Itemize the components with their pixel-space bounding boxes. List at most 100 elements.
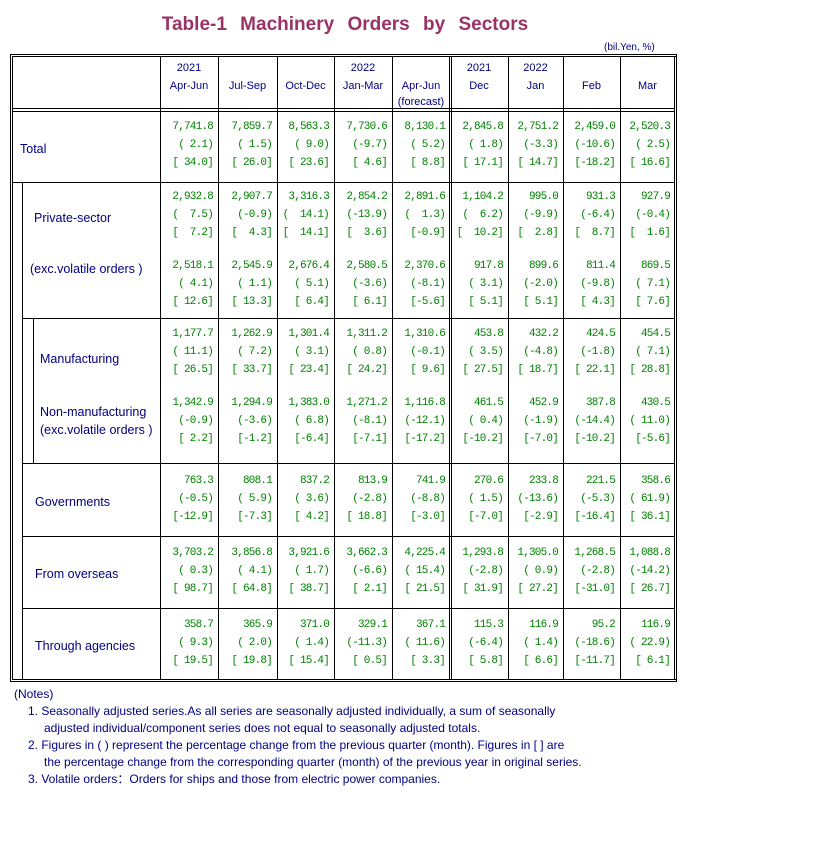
yoy-cell: [ 31.9]: [462, 583, 503, 595]
yoy-cell: [ 8.7]: [574, 227, 615, 239]
change-cell: ( 7.2): [237, 346, 273, 358]
value-cell: 917.8: [473, 260, 504, 272]
row-label: Total: [20, 142, 47, 156]
value-cell: 2,845.8: [462, 121, 503, 133]
yoy-cell: [ 27.2]: [517, 583, 558, 595]
value-cell: 424.5: [585, 328, 616, 340]
yoy-cell: [ 21.5]: [404, 583, 445, 595]
value-cell: 432.2: [528, 328, 559, 340]
change-cell: (-13.9): [346, 209, 387, 221]
yoy-cell: [ 34.0]: [172, 157, 213, 169]
yoy-cell: [-7.0]: [523, 433, 559, 445]
yoy-cell: [ 7.6]: [635, 296, 671, 308]
column-year: 2022: [350, 62, 376, 74]
change-cell: (-8.8): [410, 493, 446, 505]
note-3: 3. Volatile orders：Orders for ships and …: [28, 772, 441, 786]
change-cell: (-4.8): [523, 346, 559, 358]
value-cell: 371.0: [299, 619, 330, 631]
value-cell: 452.9: [528, 397, 559, 409]
column-divider: [451, 56, 452, 680]
yoy-cell: [ 19.5]: [172, 655, 213, 667]
change-cell: (-2.8): [468, 565, 504, 577]
change-cell: (-18.6): [574, 637, 615, 649]
yoy-cell: [-0.9]: [410, 227, 446, 239]
value-cell: 329.1: [357, 619, 388, 631]
change-cell: ( 11.1): [172, 346, 213, 358]
note-1-cont: adjusted individual/component series doe…: [44, 721, 481, 735]
value-cell: 115.3: [473, 619, 504, 631]
change-cell: ( 1.4): [294, 637, 330, 649]
yoy-cell: [ 1.6]: [629, 227, 670, 239]
value-cell: 2,520.3: [629, 121, 670, 133]
value-cell: 1,342.9: [172, 397, 213, 409]
yoy-cell: [-17.2]: [404, 433, 445, 445]
value-cell: 1,177.7: [172, 328, 213, 340]
change-cell: (-6.6): [352, 565, 388, 577]
value-cell: 811.4: [585, 260, 616, 272]
yoy-cell: [ 13.3]: [231, 296, 272, 308]
yoy-cell: [ 23.4]: [288, 364, 329, 376]
yoy-cell: [ 14.1]: [282, 227, 330, 239]
value-cell: 461.5: [473, 397, 504, 409]
column-period: Apr-Jun: [401, 80, 441, 92]
yoy-cell: [ 15.4]: [288, 655, 329, 667]
value-cell: 2,932.8: [172, 191, 213, 203]
value-cell: 1,301.4: [288, 328, 329, 340]
change-cell: (-2.0): [523, 278, 559, 290]
row-divider: [12, 182, 674, 183]
page-title: Table-1 Machinery Orders by Sectors: [161, 14, 529, 35]
value-cell: 3,703.2: [172, 547, 213, 559]
yoy-cell: [ 2.1]: [352, 583, 388, 595]
value-cell: 3,316.3: [288, 191, 329, 203]
column-year: 2021: [466, 62, 492, 74]
yoy-cell: [-5.6]: [410, 296, 446, 308]
yoy-cell: [ 0.5]: [352, 655, 388, 667]
value-cell: 2,891.6: [404, 191, 445, 203]
change-cell: ( 3.6): [294, 493, 330, 505]
value-cell: 116.9: [528, 619, 559, 631]
value-cell: 8,563.3: [288, 121, 329, 133]
column-period: Apr-Jun: [169, 80, 209, 92]
row-divider: [22, 536, 674, 537]
column-period: Jan-Mar: [342, 80, 384, 92]
change-cell: ( 3.5): [468, 346, 504, 358]
change-cell: ( 5.9): [237, 493, 273, 505]
yoy-cell: [ 36.1]: [629, 511, 670, 523]
change-cell: ( 1.5): [468, 493, 504, 505]
column-year: 2022: [523, 62, 548, 74]
value-cell: 1,293.8: [462, 547, 503, 559]
change-cell: ( 3.1): [468, 278, 504, 290]
change-cell: (-14.4): [574, 415, 615, 427]
yoy-cell: [ 64.8]: [231, 583, 272, 595]
yoy-cell: [ 5.1]: [468, 296, 504, 308]
value-cell: 2,459.0: [574, 121, 615, 133]
change-cell: (-14.2): [629, 565, 670, 577]
yoy-cell: [-16.4]: [574, 511, 615, 523]
yoy-cell: [-7.0]: [468, 511, 504, 523]
change-cell: (-3.6): [352, 278, 388, 290]
value-cell: 2,676.4: [288, 260, 329, 272]
column-divider: [160, 56, 161, 680]
value-cell: 2,545.9: [231, 260, 272, 272]
yoy-cell: [ 6.1]: [635, 655, 671, 667]
yoy-cell: [ 4.3]: [231, 227, 272, 239]
yoy-cell: [ 2.2]: [178, 433, 214, 445]
change-cell: (-0.5): [178, 493, 214, 505]
value-cell: 2,580.5: [346, 260, 387, 272]
change-cell: ( 1.8): [468, 139, 504, 151]
row-divider: [22, 608, 674, 609]
change-cell: (-11.3): [346, 637, 387, 649]
change-cell: (-12.1): [404, 415, 445, 427]
column-note: (forecast): [397, 96, 445, 108]
yoy-cell: [-7.1]: [352, 433, 388, 445]
yoy-cell: [ 4.2]: [294, 511, 330, 523]
change-cell: ( 1.1): [237, 278, 273, 290]
value-cell: 931.3: [585, 191, 616, 203]
row-label: Governments: [35, 495, 111, 509]
header-divider: [12, 108, 674, 109]
yoy-cell: [-6.4]: [294, 433, 330, 445]
yoy-cell: [ 6.1]: [352, 296, 388, 308]
value-cell: 2,370.6: [404, 260, 445, 272]
value-cell: 927.9: [640, 191, 671, 203]
value-cell: 995.0: [528, 191, 559, 203]
